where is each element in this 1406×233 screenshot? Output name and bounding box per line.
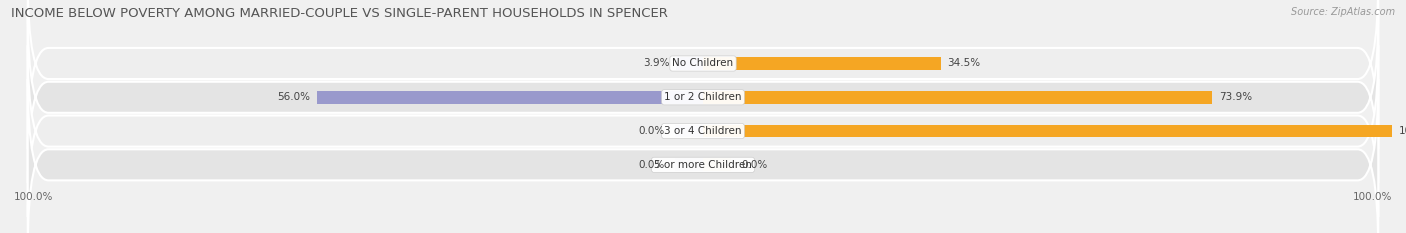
Text: 56.0%: 56.0% xyxy=(277,92,311,102)
Text: 5 or more Children: 5 or more Children xyxy=(654,160,752,170)
Text: 100.0%: 100.0% xyxy=(1399,126,1406,136)
Text: 100.0%: 100.0% xyxy=(14,192,53,202)
Bar xyxy=(703,57,941,70)
Text: 3 or 4 Children: 3 or 4 Children xyxy=(664,126,742,136)
FancyBboxPatch shape xyxy=(28,79,1378,233)
Text: INCOME BELOW POVERTY AMONG MARRIED-COUPLE VS SINGLE-PARENT HOUSEHOLDS IN SPENCER: INCOME BELOW POVERTY AMONG MARRIED-COUPL… xyxy=(11,7,668,20)
Text: 1 or 2 Children: 1 or 2 Children xyxy=(664,92,742,102)
Text: 0.0%: 0.0% xyxy=(638,160,665,170)
Text: 0.0%: 0.0% xyxy=(638,126,665,136)
Text: 73.9%: 73.9% xyxy=(1219,92,1253,102)
Text: 100.0%: 100.0% xyxy=(1353,192,1392,202)
Bar xyxy=(703,91,1212,104)
Bar xyxy=(318,91,703,104)
Text: No Children: No Children xyxy=(672,58,734,69)
Text: Source: ZipAtlas.com: Source: ZipAtlas.com xyxy=(1291,7,1395,17)
Bar xyxy=(675,125,703,137)
Bar xyxy=(703,158,731,171)
FancyBboxPatch shape xyxy=(28,11,1378,183)
Bar xyxy=(676,57,703,70)
Text: 3.9%: 3.9% xyxy=(643,58,669,69)
FancyBboxPatch shape xyxy=(28,0,1378,149)
Text: 0.0%: 0.0% xyxy=(741,160,768,170)
Text: 34.5%: 34.5% xyxy=(948,58,981,69)
FancyBboxPatch shape xyxy=(28,45,1378,217)
Bar xyxy=(675,158,703,171)
Bar xyxy=(703,125,1392,137)
